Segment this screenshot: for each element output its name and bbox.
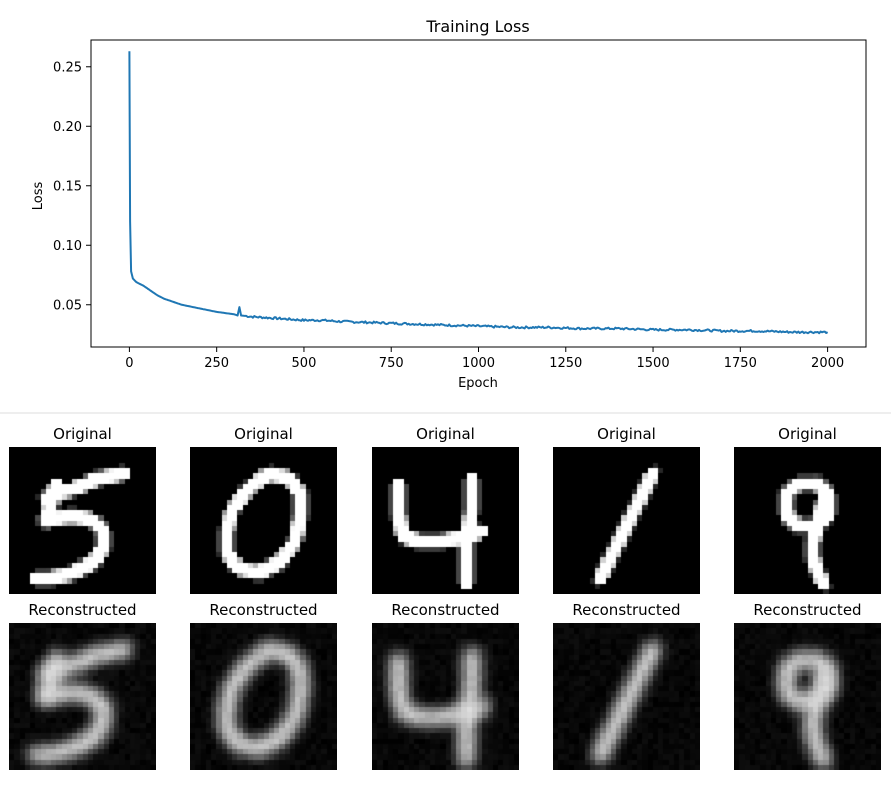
reconstructed-digit-image <box>9 623 156 770</box>
original-title: Original <box>416 425 475 443</box>
x-tick-label: 1500 <box>637 356 670 371</box>
digit-canvas <box>372 623 519 770</box>
x-axis-label: Epoch <box>458 376 498 391</box>
digit-canvas <box>553 623 700 770</box>
original-title: Original <box>234 425 293 443</box>
x-tick-label: 0 <box>125 356 133 371</box>
reconstructed-title: Reconstructed <box>209 601 318 619</box>
original-digit-image <box>553 447 700 594</box>
reconstructed-digit-image <box>190 623 337 770</box>
reconstructed-title: Reconstructed <box>391 601 500 619</box>
digit-canvas <box>734 447 881 594</box>
plot-area <box>90 39 867 348</box>
divider <box>0 412 891 414</box>
original-title: Original <box>778 425 837 443</box>
reconstructed-title: Reconstructed <box>753 601 862 619</box>
digit-canvas <box>190 447 337 594</box>
x-tick-label: 500 <box>292 356 317 371</box>
x-tick-label: 750 <box>379 356 404 371</box>
original-digit-image <box>9 447 156 594</box>
loss-series-line <box>128 51 829 335</box>
reconstructed-digit-image <box>734 623 881 770</box>
y-axis-ticks: 0.05 0.10 0.15 0.20 0.25 <box>53 60 91 313</box>
x-tick-label: 250 <box>204 356 229 371</box>
y-tick-label: 0.20 <box>53 120 82 135</box>
x-tick-label: 1250 <box>549 356 582 371</box>
y-tick-label: 0.05 <box>53 298 82 313</box>
x-tick-label: 1750 <box>724 356 757 371</box>
digit-canvas <box>9 447 156 594</box>
y-tick-label: 0.15 <box>53 179 82 194</box>
original-title: Original <box>53 425 112 443</box>
digit-canvas <box>190 623 337 770</box>
original-digit-image <box>372 447 519 594</box>
reconstructed-title: Reconstructed <box>28 601 137 619</box>
reconstructed-title: Reconstructed <box>572 601 681 619</box>
chart-title: Training Loss <box>425 17 529 36</box>
y-tick-label: 0.10 <box>53 239 82 254</box>
y-tick-label: 0.25 <box>53 60 82 75</box>
digit-canvas <box>553 447 700 594</box>
reconstructed-digit-image <box>372 623 519 770</box>
digit-canvas <box>372 447 519 594</box>
original-digit-image <box>734 447 881 594</box>
x-axis-ticks: 0 250 500 750 1000 1250 1500 1750 2000 <box>125 347 844 371</box>
reconstructed-digit-image <box>553 623 700 770</box>
y-axis-label: Loss <box>31 182 46 211</box>
original-title: Original <box>597 425 656 443</box>
x-tick-label: 1000 <box>462 356 495 371</box>
x-tick-label: 2000 <box>811 356 844 371</box>
loss-chart: Training Loss 0 250 500 750 1000 1250 1500 1750… <box>31 17 867 391</box>
digit-canvas <box>734 623 881 770</box>
digit-canvas <box>9 623 156 770</box>
original-digit-image <box>190 447 337 594</box>
